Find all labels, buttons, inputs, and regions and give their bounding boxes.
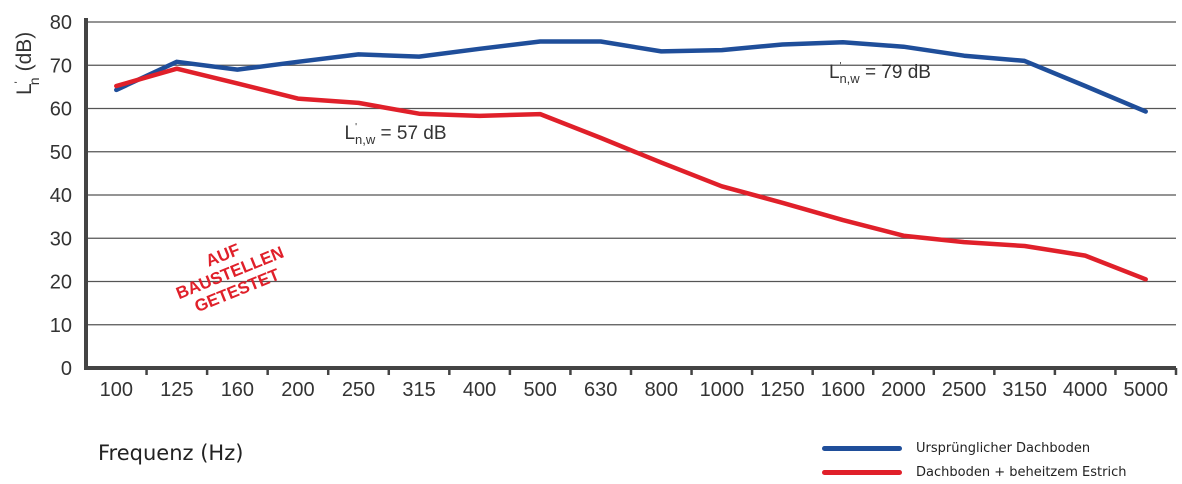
- y-axis-label-text: L'n(dB): [13, 32, 42, 95]
- x-tick-label-250: 250: [342, 379, 375, 401]
- x-tick-label-1600: 1600: [821, 379, 866, 401]
- x-tick-label-1000: 1000: [700, 379, 745, 401]
- legend-item-series-2: Dachboden + beheitzem Estrich: [822, 460, 1172, 484]
- x-tick-label-125: 125: [160, 379, 193, 401]
- x-tick-label-200: 200: [281, 379, 314, 401]
- series-lines: [114, 39, 1148, 282]
- annotation-1: L' n,w = 79 dB: [829, 61, 931, 86]
- x-tick-label-100: 100: [100, 379, 133, 401]
- x-tick-label-800: 800: [645, 379, 678, 401]
- y-tick-label-20: 20: [50, 272, 72, 294]
- y-tick-label-40: 40: [50, 185, 72, 207]
- series-line-1: [114, 39, 1148, 114]
- y-axis-label: L'n(dB): [13, 32, 42, 95]
- y-tick-label-50: 50: [50, 142, 72, 164]
- legend-swatch-series-2: [822, 469, 902, 475]
- y-axis-label-group: L'n(dB): [13, 32, 42, 95]
- legend-swatch-series-1: [822, 445, 902, 451]
- y-tick-label-0: 0: [61, 358, 72, 380]
- legend: Ursprünglicher Dachboden Dachboden + beh…: [822, 436, 1172, 484]
- x-tick-label-5000: 5000: [1123, 379, 1168, 401]
- annotations: L' n,w = 79 dB L' n,w = 57 dB: [345, 61, 931, 147]
- x-tick-label-630: 630: [584, 379, 617, 401]
- y-tick-labels: 0 10 20 30 40 50 60 70 80: [50, 12, 72, 380]
- y-tick-label-70: 70: [50, 55, 72, 77]
- series-line-2: [114, 66, 1148, 282]
- y-tick-label-30: 30: [50, 228, 72, 250]
- x-tick-label-400: 400: [463, 379, 496, 401]
- legend-label-series-1: Ursprünglicher Dachboden: [916, 440, 1091, 456]
- x-tick-label-4000: 4000: [1063, 379, 1108, 401]
- y-tick-label-10: 10: [50, 315, 72, 337]
- x-tick-label-500: 500: [523, 379, 556, 401]
- x-tick-label-2000: 2000: [881, 379, 926, 401]
- x-tick-label-2500: 2500: [942, 379, 987, 401]
- y-tick-label-80: 80: [50, 12, 72, 34]
- axes: [84, 18, 1178, 375]
- y-tick-label-60: 60: [50, 99, 72, 121]
- x-tick-labels: 100 125 160 200 250 315 400 500 630 800 1000 1250 16…: [100, 379, 1168, 401]
- legend-item-series-1: Ursprünglicher Dachboden: [822, 436, 1172, 460]
- annotation-2: L' n,w = 57 dB: [345, 122, 447, 147]
- x-tick-label-160: 160: [221, 379, 254, 401]
- legend-label-series-2: Dachboden + beheitzem Estrich: [916, 464, 1127, 480]
- x-tick-label-1250: 1250: [760, 379, 805, 401]
- x-tick-label-3150: 3150: [1002, 379, 1047, 401]
- x-axis-title: Frequenz (Hz): [98, 441, 244, 465]
- x-tick-label-315: 315: [402, 379, 435, 401]
